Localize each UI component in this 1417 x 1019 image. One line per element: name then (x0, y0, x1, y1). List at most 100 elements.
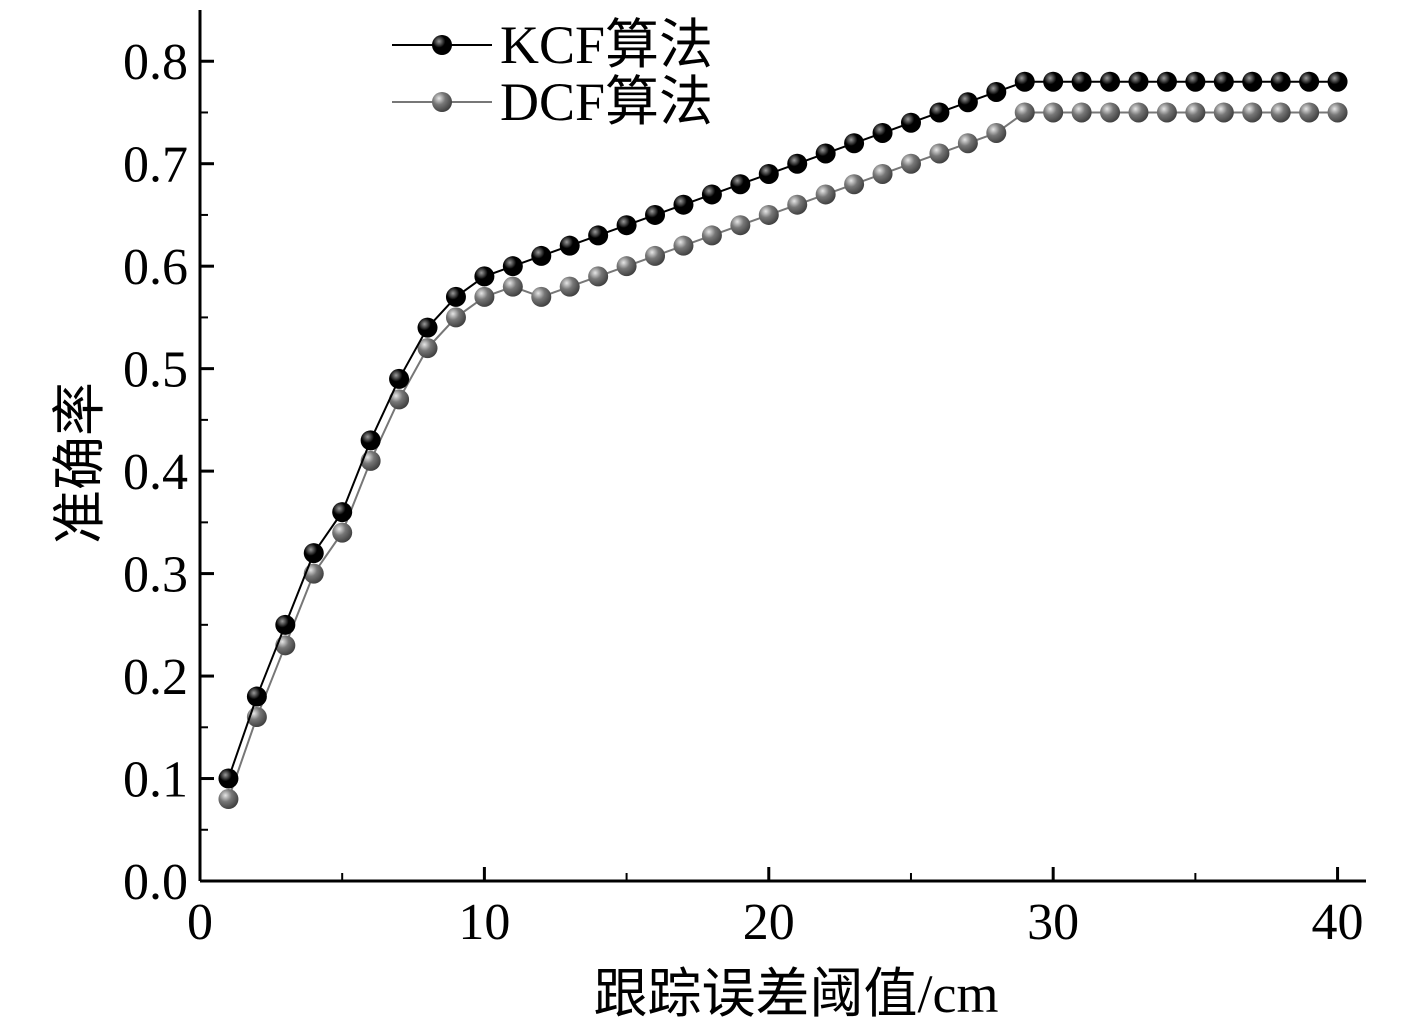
x-tick-label: 20 (743, 894, 795, 951)
data-point (588, 266, 609, 287)
data-point (474, 266, 495, 287)
data-point (645, 245, 666, 266)
data-point (1071, 102, 1092, 123)
data-point (1128, 102, 1149, 123)
data-point (389, 389, 410, 410)
legend-marker (432, 92, 452, 112)
data-point (1327, 71, 1348, 92)
data-point (872, 163, 893, 184)
data-point (986, 81, 1007, 102)
data-point (986, 122, 1007, 143)
data-point (588, 225, 609, 246)
x-tick-label: 40 (1312, 894, 1364, 951)
data-point (787, 153, 808, 174)
data-point (1270, 102, 1291, 123)
data-point (1100, 102, 1121, 123)
legend-label: DCF算法 (500, 72, 713, 132)
y-tick-label: 0.3 (123, 547, 188, 604)
data-point (1327, 102, 1348, 123)
data-point (531, 286, 552, 307)
data-point (815, 143, 836, 164)
data-point (929, 102, 950, 123)
y-tick-label: 0.1 (123, 752, 188, 809)
data-point (1270, 71, 1291, 92)
data-point (218, 789, 239, 810)
x-tick-label: 30 (1027, 894, 1079, 951)
data-point (758, 163, 779, 184)
data-point (616, 256, 637, 277)
data-point (957, 133, 978, 154)
data-point (1128, 71, 1149, 92)
series-kcf (218, 71, 1348, 789)
x-axis-title: 跟踪误差阈值/cm (594, 964, 999, 1019)
data-point (872, 122, 893, 143)
data-point (218, 768, 239, 789)
data-point (1014, 71, 1035, 92)
y-tick-label: 0.7 (123, 137, 188, 194)
data-point (502, 276, 523, 297)
y-axis-title: 准确率 (50, 382, 110, 544)
data-point (758, 204, 779, 225)
data-point (275, 635, 296, 656)
data-point (957, 92, 978, 113)
data-point (1299, 71, 1320, 92)
data-point (1156, 71, 1177, 92)
data-point (303, 563, 324, 584)
data-point (900, 153, 921, 174)
y-tick-label: 0.0 (123, 854, 188, 911)
data-point (1156, 102, 1177, 123)
data-point (1242, 71, 1263, 92)
series-line (227, 80, 1338, 779)
data-point (360, 430, 381, 451)
data-point (559, 276, 580, 297)
legend-label: KCF算法 (500, 15, 713, 75)
data-point (389, 368, 410, 389)
data-point (701, 225, 722, 246)
data-point (502, 256, 523, 277)
data-point (1213, 71, 1234, 92)
data-point (645, 204, 666, 225)
data-point (1100, 71, 1121, 92)
legend-marker (432, 35, 452, 55)
data-point (417, 317, 438, 338)
data-point (929, 143, 950, 164)
data-point (360, 450, 381, 471)
data-point (275, 614, 296, 635)
data-point (332, 502, 353, 523)
data-point (673, 194, 694, 215)
y-tick-label: 0.4 (123, 444, 188, 501)
y-tick-label: 0.8 (123, 34, 188, 91)
data-point (1014, 102, 1035, 123)
data-point (246, 686, 267, 707)
data-point (417, 338, 438, 359)
data-point (445, 286, 466, 307)
ticks: 0 10 20 30 40 0.0 0.1 0.2 0.3 0.4 0.5 0.6 0.7 0.8 (123, 34, 1364, 951)
data-point (559, 235, 580, 256)
y-tick-label: 0.6 (123, 239, 188, 296)
data-point (332, 522, 353, 543)
data-point (616, 215, 637, 236)
data-point (900, 112, 921, 133)
data-point (474, 286, 495, 307)
y-tick-label: 0.5 (123, 342, 188, 399)
data-point (1043, 102, 1064, 123)
data-point (1185, 102, 1206, 123)
series-layer (218, 71, 1348, 810)
x-tick-label: 0 (187, 894, 213, 951)
data-point (844, 174, 865, 195)
axes (198, 10, 1366, 883)
data-point (531, 245, 552, 266)
y-tick-label: 0.2 (123, 649, 188, 706)
data-point (730, 215, 751, 236)
series-line (227, 111, 1338, 800)
data-point (1242, 102, 1263, 123)
legend-item-kcf: KCF算法 (392, 15, 713, 75)
data-point (844, 133, 865, 154)
series-dcf (218, 102, 1348, 810)
data-point (1185, 71, 1206, 92)
data-point (701, 184, 722, 205)
data-point (445, 307, 466, 328)
data-point (1071, 71, 1092, 92)
